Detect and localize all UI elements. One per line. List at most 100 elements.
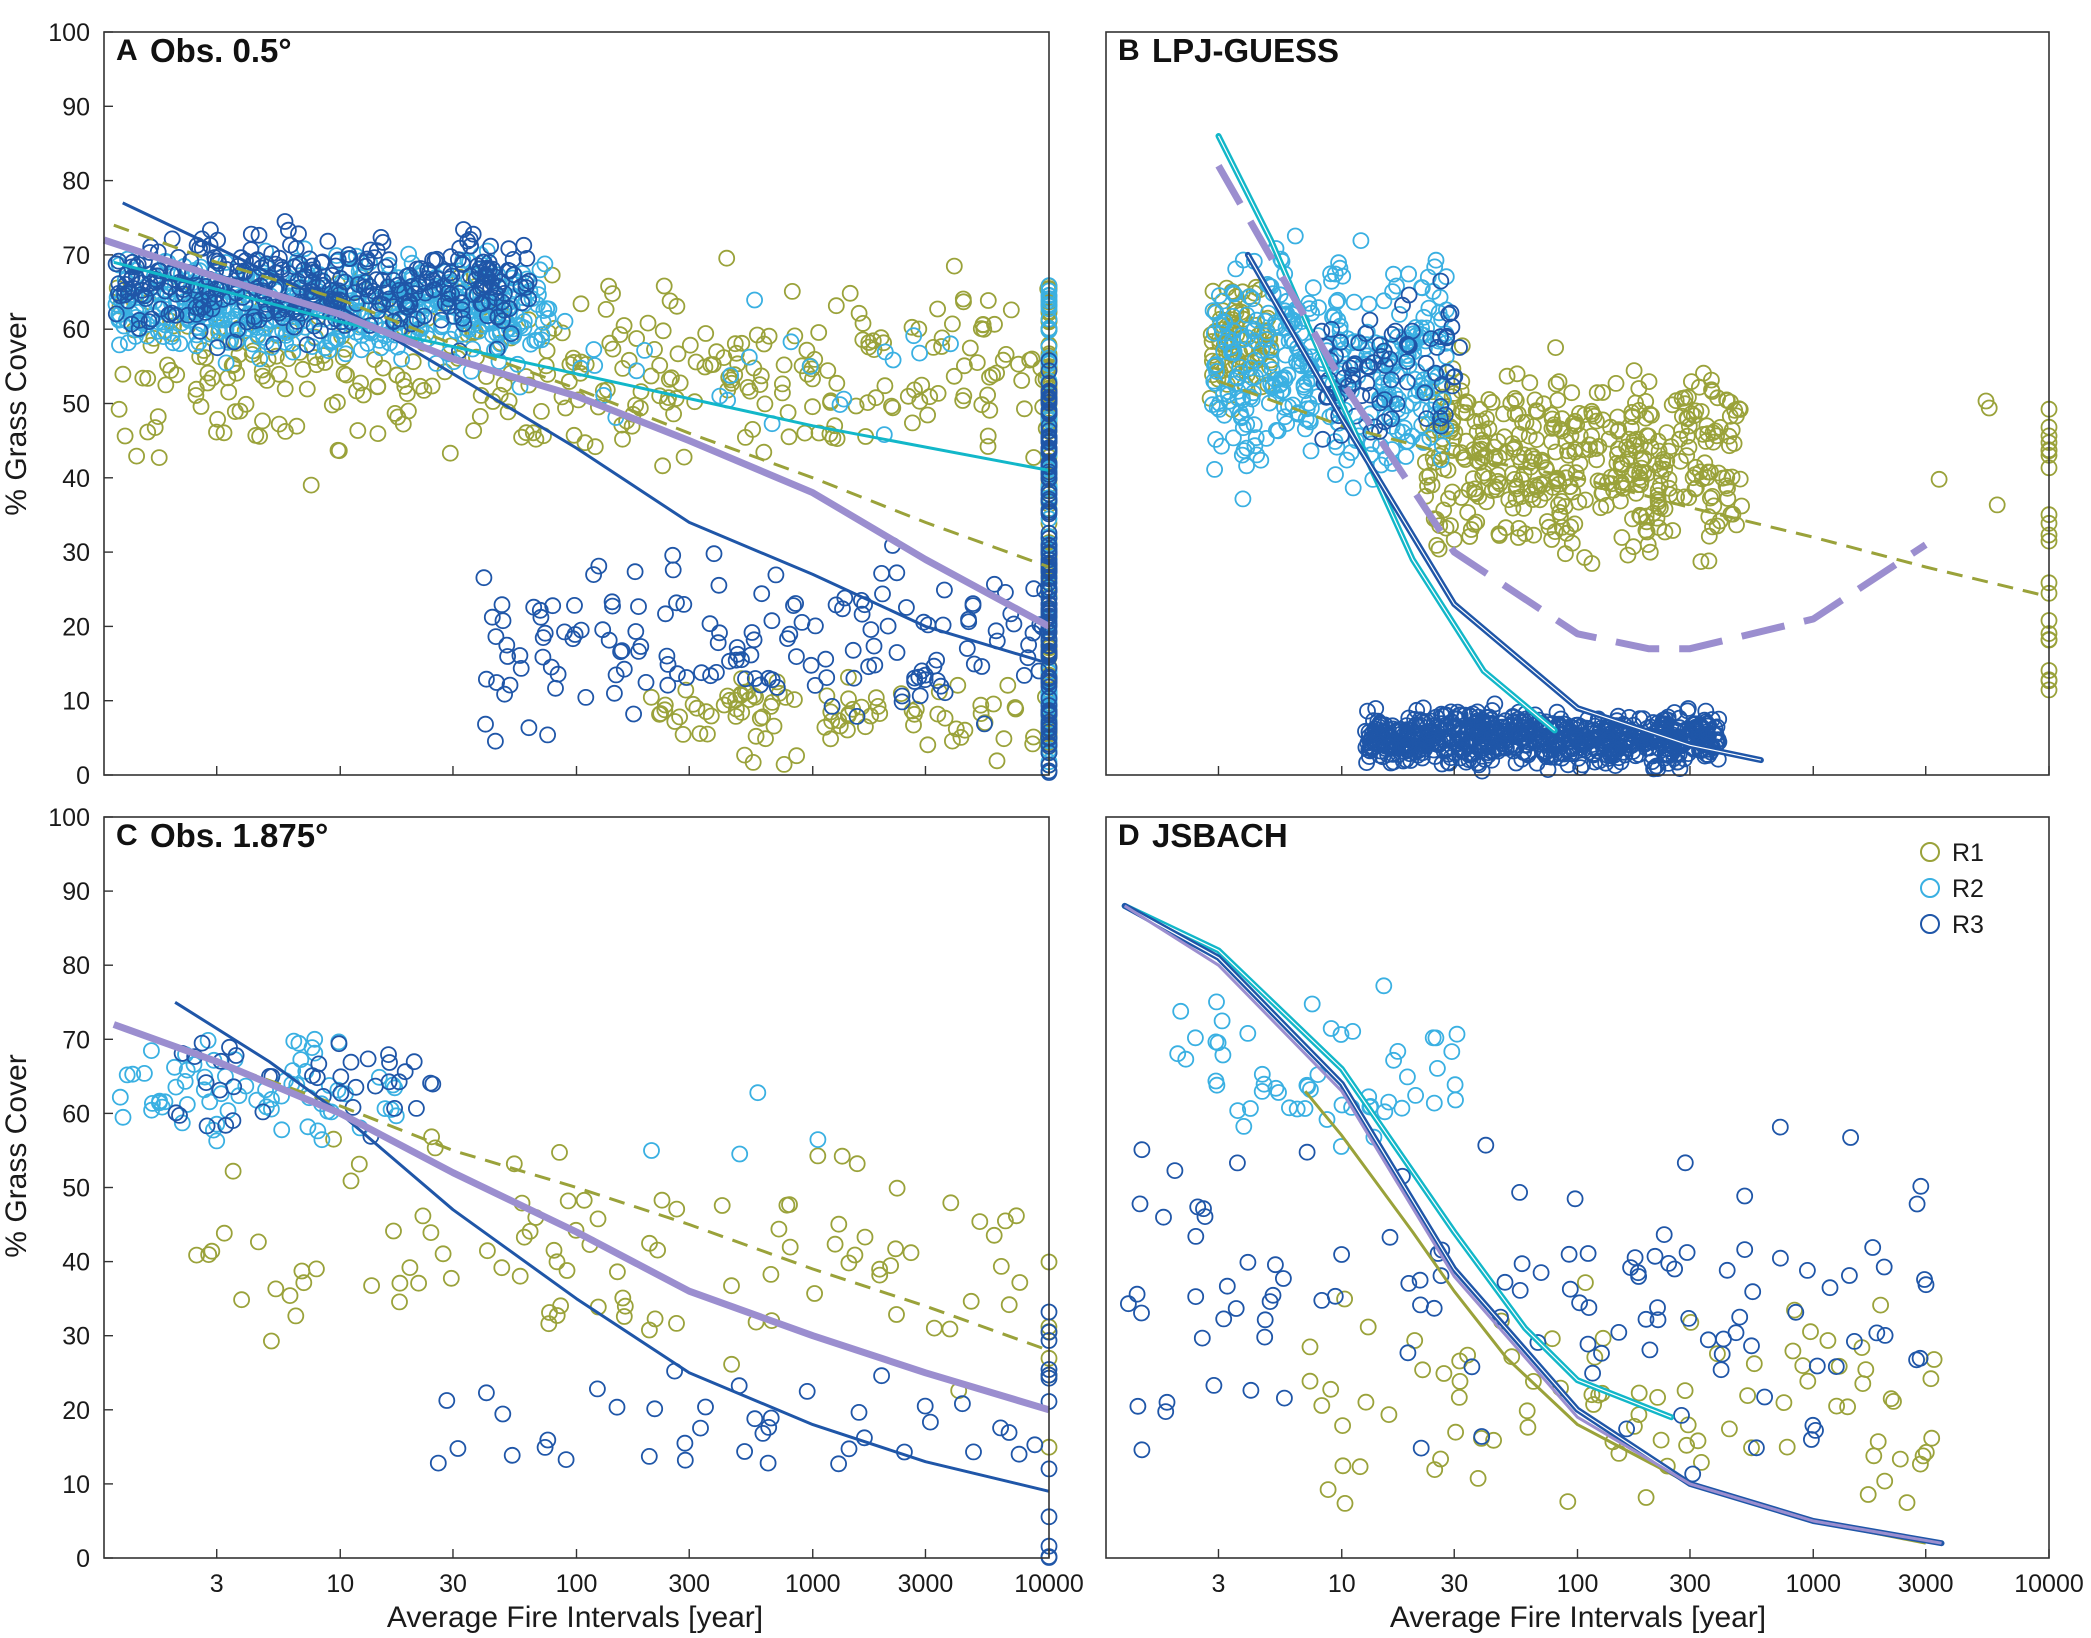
- data-point-r3: [1622, 1259, 1639, 1276]
- data-point-r3: [925, 657, 943, 675]
- data-point-r1: [1558, 524, 1575, 542]
- data-point-r1: [853, 698, 870, 716]
- data-point-r3: [1496, 1273, 1514, 1291]
- data-point-r2: [1214, 1046, 1232, 1064]
- data-point-r3: [1383, 325, 1401, 343]
- data-point-r3: [965, 1443, 982, 1461]
- data-point-r2: [400, 245, 418, 263]
- data-point-r2: [1208, 362, 1225, 380]
- data-point-r1: [1704, 518, 1721, 536]
- data-point-r1: [925, 1319, 943, 1337]
- data-point-r1: [775, 356, 793, 374]
- data-point-r1: [363, 1277, 381, 1294]
- data-point-r1: [956, 357, 973, 375]
- data-point-r3: [1341, 359, 1359, 377]
- data-point-r3: [733, 651, 750, 669]
- data-point-r1: [826, 417, 844, 435]
- data-point-r1: [369, 425, 387, 443]
- data-point-r2: [1247, 429, 1265, 447]
- data-point-r2: [262, 1100, 280, 1118]
- data-point-r3: [862, 621, 880, 638]
- data-point-r1: [968, 354, 986, 372]
- data-point-r2: [636, 341, 653, 359]
- data-point-r1: [780, 428, 798, 446]
- data-point-r3: [1579, 1335, 1597, 1353]
- data-point-r1: [997, 345, 1015, 363]
- data-point-r3: [1428, 338, 1446, 356]
- data-point-r1: [493, 1259, 511, 1277]
- data-point-r3: [372, 228, 390, 246]
- data-point-r1: [1557, 432, 1575, 450]
- legend-label-r2: R2: [1952, 875, 1984, 903]
- data-point-r3: [1584, 1364, 1601, 1382]
- data-point-r3: [1264, 1286, 1282, 1304]
- data-point-r1: [1988, 496, 2006, 514]
- data-point-r1: [1721, 1420, 1738, 1438]
- data-point-r1: [833, 1147, 851, 1165]
- fit-line-r2-fit: [113, 260, 1050, 472]
- data-point-r1: [651, 356, 669, 374]
- data-point-r1: [441, 444, 459, 462]
- data-point-r3: [763, 612, 781, 630]
- data-point-r1: [995, 730, 1013, 748]
- data-point-r2: [473, 308, 491, 325]
- data-point-r2: [536, 255, 554, 273]
- data-point-r1: [748, 326, 766, 344]
- data-point-r1: [1865, 1447, 1883, 1465]
- data-point-r1: [1301, 1338, 1319, 1356]
- data-point-r3: [1380, 738, 1398, 755]
- data-point-r2: [171, 335, 189, 353]
- data-point-r3: [517, 274, 535, 292]
- data-point-r2: [1210, 400, 1228, 418]
- data-point-r1: [1002, 301, 1020, 319]
- data-point-r3: [1475, 731, 1493, 748]
- data-point-r2: [257, 333, 275, 351]
- data-point-r3: [141, 279, 159, 297]
- data-point-r2: [1206, 324, 1223, 342]
- data-point-r1: [1507, 480, 1525, 498]
- data-point-r3: [697, 1398, 714, 1416]
- data-point-r2: [388, 293, 405, 311]
- data-point-r2: [1327, 466, 1344, 484]
- x-tick-label: 30: [1440, 1570, 1468, 1598]
- data-point-r1: [1802, 1323, 1819, 1341]
- data-point-r3: [916, 1397, 934, 1415]
- data-point-r1: [850, 304, 868, 322]
- data-point-r3: [436, 294, 454, 312]
- data-point-r1: [1917, 1443, 1935, 1461]
- data-point-r1: [1466, 515, 1483, 533]
- data-point-r2: [1239, 1025, 1257, 1042]
- data-point-r2: [155, 328, 172, 346]
- data-point-r1: [287, 1307, 305, 1325]
- data-point-r1: [1593, 473, 1611, 491]
- fit-line-r3-fit: [1121, 902, 1945, 1547]
- data-point-r3: [1699, 1331, 1717, 1349]
- points-panel-c: [111, 1030, 1058, 1566]
- data-point-r1: [1778, 1438, 1796, 1456]
- data-point-r1: [1435, 501, 1453, 519]
- data-point-r3: [1155, 1208, 1172, 1226]
- data-point-r3: [438, 1392, 456, 1409]
- data-point-r2: [151, 1092, 169, 1110]
- data-point-r3: [1808, 1357, 1826, 1375]
- data-point-r2: [1257, 331, 1275, 348]
- data-point-r3: [1376, 722, 1393, 740]
- data-point-r3: [710, 576, 728, 594]
- data-point-r2: [1427, 251, 1445, 269]
- data-point-r1: [1700, 527, 1718, 545]
- data-point-r3: [1359, 734, 1377, 752]
- data-point-r1: [1550, 373, 1568, 391]
- data-point-r3: [242, 241, 260, 259]
- data-point-r3: [1384, 720, 1402, 738]
- data-point-r1: [1519, 1418, 1537, 1436]
- x-tick-label: 1000: [785, 1570, 841, 1598]
- data-point-r3: [1707, 726, 1725, 744]
- data-point-r1: [1694, 470, 1711, 488]
- data-point-r1: [739, 378, 757, 396]
- data-point-r3: [340, 250, 358, 268]
- data-point-r3: [1019, 649, 1037, 667]
- data-point-r3: [450, 284, 468, 302]
- data-point-r2: [1296, 1100, 1314, 1117]
- data-point-r3: [1911, 1349, 1929, 1367]
- data-point-r1: [887, 1240, 904, 1258]
